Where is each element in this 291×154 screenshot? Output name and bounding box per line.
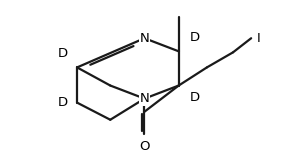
Text: D: D <box>190 31 200 44</box>
Text: I: I <box>257 32 261 45</box>
Text: N: N <box>140 92 149 105</box>
Text: D: D <box>58 47 68 60</box>
Text: D: D <box>190 91 200 103</box>
Text: O: O <box>139 140 150 153</box>
Text: D: D <box>58 96 68 109</box>
Text: N: N <box>140 32 149 45</box>
